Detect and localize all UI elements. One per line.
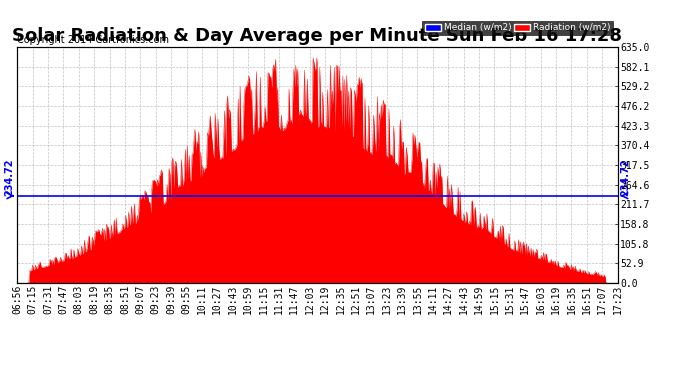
Text: 234.72: 234.72	[620, 158, 631, 196]
Text: 234.72: 234.72	[4, 158, 14, 196]
Legend: Median (w/m2), Radiation (w/m2): Median (w/m2), Radiation (w/m2)	[422, 21, 613, 35]
Text: Copyright 2014 Cartronics.com: Copyright 2014 Cartronics.com	[17, 34, 169, 45]
Title: Solar Radiation & Day Average per Minute Sun Feb 16 17:28: Solar Radiation & Day Average per Minute…	[12, 27, 622, 45]
